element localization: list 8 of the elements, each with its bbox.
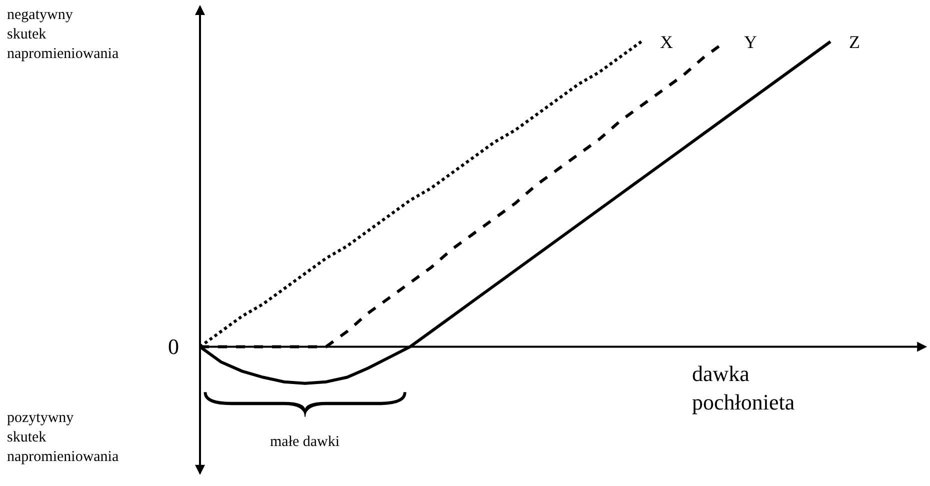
series-label: Z: [849, 32, 860, 52]
text: pozytywny skutek napromieniowania: [7, 410, 119, 465]
series-label: Y: [744, 32, 757, 52]
text: negatywny skutek napromieniowania: [7, 7, 119, 62]
text: małe dawki: [270, 434, 340, 450]
annotation: dawka pochłonieta: [692, 361, 795, 415]
text: 0: [168, 334, 179, 359]
series-label: X: [660, 32, 673, 52]
